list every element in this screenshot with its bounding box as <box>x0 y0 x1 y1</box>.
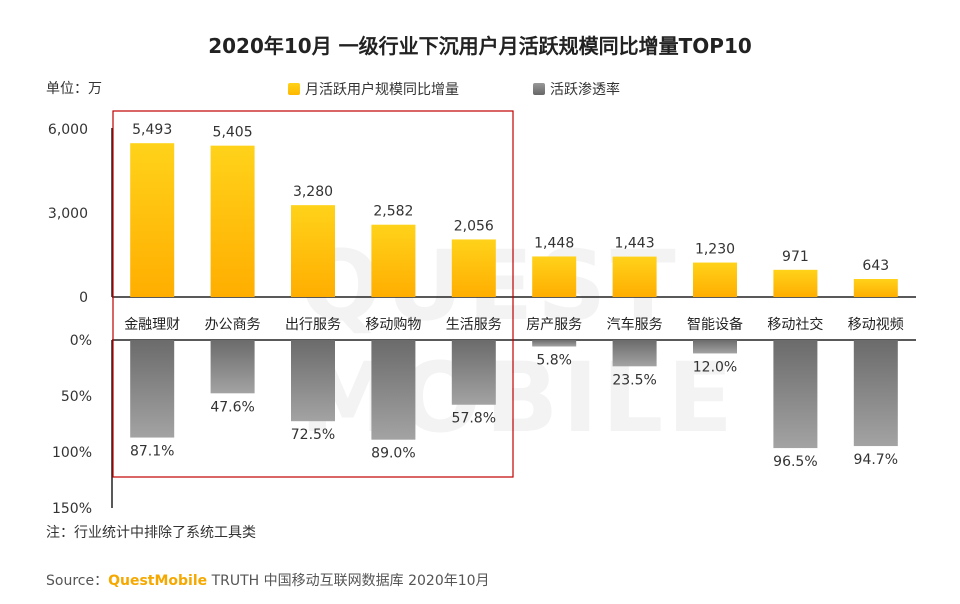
bar-penetration <box>130 340 175 438</box>
bar-increase-label: 1,448 <box>534 235 574 251</box>
category-label: 出行服务 <box>285 317 341 333</box>
top-y-tick-label: 0 <box>79 290 88 306</box>
category-label: 办公商务 <box>205 317 261 333</box>
bar-penetration-label: 94.7% <box>854 452 898 468</box>
legend-series1-label: 月活跃用户规模同比增量 <box>305 82 459 98</box>
bar-increase <box>210 145 255 297</box>
bar-increase <box>291 205 335 297</box>
bar-increase-label: 3,280 <box>293 184 333 200</box>
bar-penetration-label: 57.8% <box>452 411 496 427</box>
bar-increase-label: 643 <box>862 258 889 274</box>
bottom-y-tick-label: 100% <box>52 445 92 461</box>
bar-penetration-label: 89.0% <box>371 446 415 462</box>
legend-swatch-yellow-icon <box>288 83 300 95</box>
category-label: 移动社交 <box>767 316 823 333</box>
bar-increase <box>532 256 577 297</box>
bar-increase-label: 971 <box>782 249 809 265</box>
bar-increase <box>451 239 496 297</box>
bar-penetration-label: 23.5% <box>612 372 656 388</box>
bar-increase <box>853 278 898 297</box>
bar-increase-label: 2,056 <box>454 218 494 234</box>
source-prefix: Source： <box>46 573 109 589</box>
bar-increase-label: 5,405 <box>213 125 253 141</box>
bar-increase-label: 5,493 <box>132 122 172 138</box>
category-label: 智能设备 <box>687 316 743 333</box>
top-y-tick-label: 6,000 <box>48 122 88 138</box>
bottom-y-tick-label: 0% <box>70 333 92 349</box>
bottom-y-tick-label: 50% <box>61 389 92 405</box>
bar-penetration-label: 5.8% <box>536 352 572 368</box>
bar-penetration <box>773 340 818 449</box>
legend-series2-label: 活跃渗透率 <box>550 82 620 98</box>
highlight-box <box>112 110 514 478</box>
legend-series2: 活跃渗透率 <box>533 79 620 99</box>
source-line: Source：QuestMobile TRUTH 中国移动互联网数据库 2020… <box>46 570 490 590</box>
bottom-y-tick-label: 150% <box>52 501 92 517</box>
bar-increase <box>612 256 657 297</box>
bar-increase-label: 1,443 <box>615 236 655 252</box>
bar-penetration <box>693 340 737 354</box>
bar-penetration-label: 72.5% <box>291 427 335 443</box>
bar-increase <box>693 262 737 297</box>
chart-title: 2020年10月 一级行业下沉用户月活跃规模同比增量TOP10 <box>208 34 752 58</box>
category-label: 金融理财 <box>124 317 180 333</box>
bar-penetration <box>853 340 898 447</box>
bar-increase <box>371 224 416 297</box>
bar-penetration-label: 12.0% <box>693 359 737 375</box>
category-label: 移动购物 <box>365 317 421 333</box>
bar-increase <box>130 143 175 297</box>
bar-penetration <box>371 340 416 440</box>
bar-penetration-label: 87.1% <box>130 444 174 460</box>
source-suffix: TRUTH 中国移动互联网数据库 2020年10月 <box>207 573 490 589</box>
legend-series1: 月活跃用户规模同比增量 <box>288 79 459 99</box>
bar-penetration <box>451 340 496 405</box>
bar-increase-label: 1,230 <box>695 242 735 258</box>
source-brand: QuestMobile <box>108 573 208 589</box>
top-y-tick-label: 3,000 <box>48 206 88 222</box>
bar-penetration <box>210 340 255 394</box>
bar-penetration <box>532 340 577 347</box>
bar-penetration <box>612 340 657 367</box>
unit-label: 单位：万 <box>46 81 102 97</box>
bar-increase <box>773 269 818 297</box>
category-label: 房产服务 <box>526 317 582 333</box>
category-label: 汽车服务 <box>607 316 663 333</box>
bar-penetration <box>291 340 335 422</box>
legend-swatch-gray-icon <box>533 83 545 95</box>
bar-increase-label: 2,582 <box>373 204 413 220</box>
category-label: 移动视频 <box>848 317 904 333</box>
bar-penetration-label: 47.6% <box>210 399 254 415</box>
bar-penetration-label: 96.5% <box>773 454 817 470</box>
footnote: 注：行业统计中排除了系统工具类 <box>46 525 256 541</box>
category-label: 生活服务 <box>446 317 502 333</box>
